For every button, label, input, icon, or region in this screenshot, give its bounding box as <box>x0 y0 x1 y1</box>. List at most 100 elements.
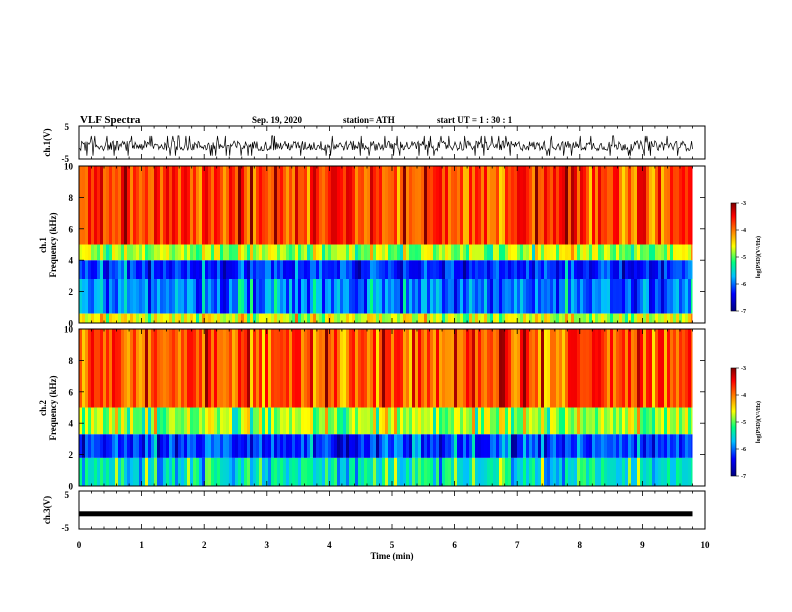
spec2-cell-77-1 <box>310 434 313 458</box>
spec1-cell-20-4 <box>139 166 142 245</box>
spec2-cell-202-1 <box>685 434 688 458</box>
spec2-cell-8-2 <box>103 407 106 435</box>
spec1-cell-128-3 <box>463 244 466 261</box>
spec2-cell-38-1 <box>193 434 196 458</box>
spec2-cell-150-1 <box>529 434 532 458</box>
spec1-cell-158-4 <box>553 166 556 245</box>
spec1-cell-97-1 <box>370 279 373 314</box>
x-tick-label-10: 10 <box>701 540 711 550</box>
spec1-cell-104-3 <box>391 244 394 261</box>
spec2-cell-2-3 <box>85 329 88 408</box>
spec1-cell-190-3 <box>649 244 652 261</box>
spec1-cell-121-2 <box>442 260 445 279</box>
spec1-cell-6-2 <box>97 260 100 279</box>
spec2-cell-66-1 <box>277 434 280 458</box>
spec1-cell-101-2 <box>382 260 385 279</box>
spec2-cell-180-2 <box>619 407 622 435</box>
spec2-cell-21-2 <box>142 407 145 435</box>
spec1-cell-54-1 <box>241 279 244 314</box>
spec1-cell-163-1 <box>568 279 571 314</box>
spec2-cell-44-0 <box>211 457 214 486</box>
spec2-cell-146-2 <box>517 407 520 435</box>
spec1-cell-81-2 <box>322 260 325 279</box>
spec1-cell-168-0 <box>583 313 586 323</box>
spec2-cell-63-3 <box>268 329 271 408</box>
spec2-cell-72-2 <box>295 407 298 435</box>
spec1-cell-34-4 <box>181 166 184 245</box>
spec2-cell-185-3 <box>634 329 637 408</box>
spec1-cell-12-3 <box>115 244 118 261</box>
spec1-cell-129-4 <box>466 166 469 245</box>
spec2-cell-73-2 <box>298 407 301 435</box>
spec1-cell-191-2 <box>652 260 655 279</box>
spec2-cell-153-1 <box>538 434 541 458</box>
spec1-cell-133-3 <box>478 244 481 261</box>
spec1-cell-195-4 <box>664 166 667 245</box>
ch1-waveform-trace <box>78 135 693 156</box>
spec1-cell-15-1 <box>124 279 127 314</box>
spec1-cell-10-3 <box>109 244 112 261</box>
spec1-cell-25-1 <box>154 279 157 314</box>
spec1-cell-18-3 <box>133 244 136 261</box>
spec1-cell-165-4 <box>574 166 577 245</box>
cb2-tick-label-0: -3 <box>741 366 746 372</box>
spec1-cell-111-4 <box>412 166 415 245</box>
spec2-cell-77-3 <box>310 329 313 408</box>
spec1-cell-117-4 <box>430 166 433 245</box>
spec1-cell-192-4 <box>655 166 658 245</box>
spec2-cell-32-0 <box>175 457 178 486</box>
spec2-cell-137-2 <box>490 407 493 435</box>
spec1-cell-9-4 <box>106 166 109 245</box>
spec2-cell-20-3 <box>139 329 142 408</box>
spec2-cell-22-1 <box>145 434 148 458</box>
spec2-cell-93-1 <box>358 434 361 458</box>
spec1-cell-185-3 <box>634 244 637 261</box>
spec2-cell-47-0 <box>220 457 223 486</box>
spec1-cell-88-2 <box>343 260 346 279</box>
spec1-cell-122-4 <box>445 166 448 245</box>
spec2-cell-168-1 <box>583 434 586 458</box>
spec2-cell-87-3 <box>340 329 343 408</box>
spec1-cell-172-2 <box>595 260 598 279</box>
spec2-cell-131-2 <box>472 407 475 435</box>
spec2-cell-40-2 <box>199 407 202 435</box>
spec1-cell-102-3 <box>385 244 388 261</box>
spec1-cell-178-1 <box>613 279 616 314</box>
spec2-cell-145-1 <box>514 434 517 458</box>
spec1-cell-67-4 <box>280 166 283 245</box>
spec2-cell-184-3 <box>631 329 634 408</box>
spec1-cell-38-2 <box>193 260 196 279</box>
spec2-cell-146-0 <box>517 457 520 486</box>
spec2-cell-115-3 <box>424 329 427 408</box>
ch2-colorbar: -3-4-5-6-7 log(PSD)(V²/Hz) <box>730 366 762 480</box>
spec1-cell-174-3 <box>601 244 604 261</box>
spec1-cell-15-4 <box>124 166 127 245</box>
spec1-cell-63-4 <box>268 166 271 245</box>
spec2-cell-43-1 <box>208 434 211 458</box>
spec2-cell-12-0 <box>115 457 118 486</box>
spec1-cell-134-1 <box>481 279 484 314</box>
spec1-cell-99-1 <box>376 279 379 314</box>
spec1-cell-130-1 <box>469 279 472 314</box>
spec2-cell-183-2 <box>628 407 631 435</box>
spec1-cell-145-1 <box>514 279 517 314</box>
spec2-cell-157-0 <box>550 457 553 486</box>
spec1-cell-14-1 <box>121 279 124 314</box>
spec2-cell-137-1 <box>490 434 493 458</box>
spec2-cell-86-0 <box>337 457 340 486</box>
spec1-cell-129-3 <box>466 244 469 261</box>
spec1-cell-152-3 <box>535 244 538 261</box>
spec1-cell-75-0 <box>304 313 307 323</box>
spec1-cell-121-3 <box>442 244 445 261</box>
spec1-cell-137-4 <box>490 166 493 245</box>
spec2-cell-1-1 <box>82 434 85 458</box>
spec1-cell-201-4 <box>682 166 685 245</box>
spec2-cell-173-3 <box>598 329 601 408</box>
spec2-cell-133-3 <box>478 329 481 408</box>
spec1-cell-183-4 <box>628 166 631 245</box>
spec2-cell-28-3 <box>163 329 166 408</box>
spec1-cell-37-0 <box>190 313 193 323</box>
spec2-cell-159-1 <box>556 434 559 458</box>
spec1-cell-12-0 <box>115 313 118 323</box>
spec2-cell-163-0 <box>568 457 571 486</box>
